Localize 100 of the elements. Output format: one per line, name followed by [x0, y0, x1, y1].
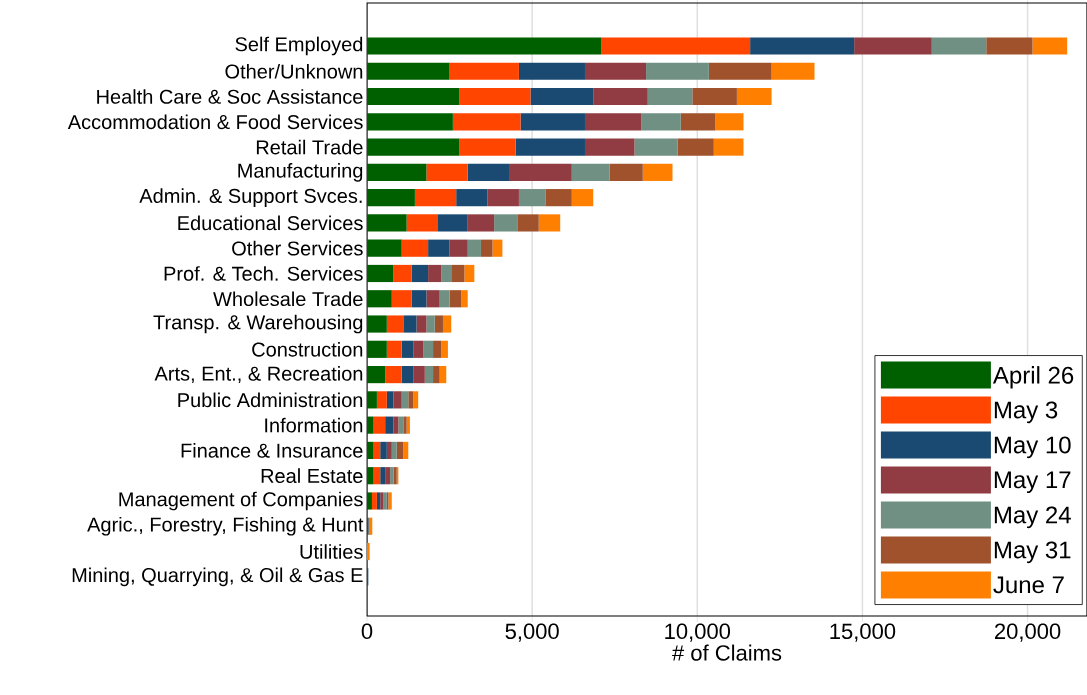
bar [530, 87, 594, 106]
bar [403, 315, 417, 333]
x-tick-label: 0 [361, 623, 373, 640]
bar [373, 441, 381, 460]
bar [385, 365, 402, 384]
bar [518, 62, 585, 80]
bar [494, 214, 518, 232]
bar [367, 391, 377, 409]
y-tick-label: Information [265, 417, 363, 433]
bar [403, 441, 409, 460]
bar [367, 416, 374, 434]
bar [386, 441, 392, 460]
bar [367, 467, 374, 485]
bar [518, 189, 546, 207]
bar [376, 492, 381, 510]
bar [401, 391, 409, 409]
y-tick-label: Utilities [300, 544, 363, 559]
bar [517, 214, 539, 232]
bar [467, 214, 495, 232]
y-tick-label: Wholesale Trade [213, 291, 363, 307]
bar [433, 365, 440, 384]
bar [451, 264, 465, 283]
bar [371, 492, 377, 510]
y-tick-label: Construction [252, 341, 363, 357]
bar [520, 113, 585, 131]
bar [515, 138, 585, 156]
bar [391, 290, 412, 308]
bar [367, 189, 415, 207]
bar [380, 441, 387, 460]
bar [449, 290, 462, 308]
bar [642, 163, 673, 181]
bar [367, 365, 386, 384]
bar [367, 239, 402, 257]
bar [367, 163, 427, 181]
bar [426, 290, 440, 308]
y-tick-label: Arts, Ent., & Recreation [154, 366, 363, 384]
bar [386, 315, 404, 333]
bar [391, 441, 397, 460]
bar [584, 62, 647, 80]
bar [593, 87, 648, 106]
legend-label: April 26 [992, 366, 1074, 389]
legend-label: May 3 [994, 401, 1058, 424]
bar [771, 62, 815, 80]
bar [367, 87, 460, 106]
bar [413, 340, 424, 358]
bar [986, 37, 1033, 55]
bar [545, 189, 572, 207]
x-tick-label: 5,000 [505, 623, 559, 642]
bar [367, 214, 407, 232]
bar [367, 113, 453, 131]
legend-label: May 24 [994, 506, 1071, 529]
bar [413, 391, 419, 409]
bar [401, 340, 414, 358]
bar [376, 391, 387, 409]
bar [680, 113, 716, 131]
bar [708, 62, 772, 80]
bar [367, 315, 387, 333]
bar [441, 264, 452, 283]
bar [459, 138, 516, 156]
y-tick-label: Educational Services [178, 215, 363, 231]
bar [461, 290, 468, 308]
bar [439, 290, 450, 308]
bar [713, 138, 744, 156]
bar [601, 37, 751, 55]
y-tick-label: Health Care & Soc Assistance [97, 89, 363, 104]
bar [449, 62, 519, 80]
legend-label: May 31 [994, 541, 1071, 564]
bar [423, 340, 434, 358]
bar [367, 37, 602, 55]
bar [647, 87, 693, 106]
bar [414, 189, 457, 207]
y-tick-label: Agric., Forestry, Fishing & Hunt [87, 516, 364, 536]
bar [386, 340, 402, 358]
bar [393, 264, 412, 283]
bar [452, 113, 521, 131]
bar [434, 315, 443, 333]
bar [487, 189, 519, 207]
bar [398, 416, 404, 434]
bar [428, 239, 450, 257]
y-tick-label: Prof. & Tech. Services [164, 266, 363, 281]
bar [750, 37, 855, 55]
bar [571, 163, 610, 181]
legend-label: May 10 [994, 436, 1071, 459]
bar [931, 37, 987, 55]
bar [571, 189, 594, 207]
bar [367, 542, 370, 561]
bar [408, 391, 414, 409]
bar [641, 113, 681, 131]
legend-label: June 7 [993, 576, 1064, 594]
bar [367, 492, 372, 510]
bar [406, 214, 439, 232]
bar [367, 340, 387, 358]
bar [467, 163, 510, 181]
bar [449, 239, 468, 257]
y-tick-label: Finance & Insurance [181, 443, 363, 458]
bar [380, 467, 386, 485]
bar [854, 37, 932, 55]
bar [393, 416, 399, 434]
bar [385, 416, 394, 434]
bar [411, 290, 427, 308]
